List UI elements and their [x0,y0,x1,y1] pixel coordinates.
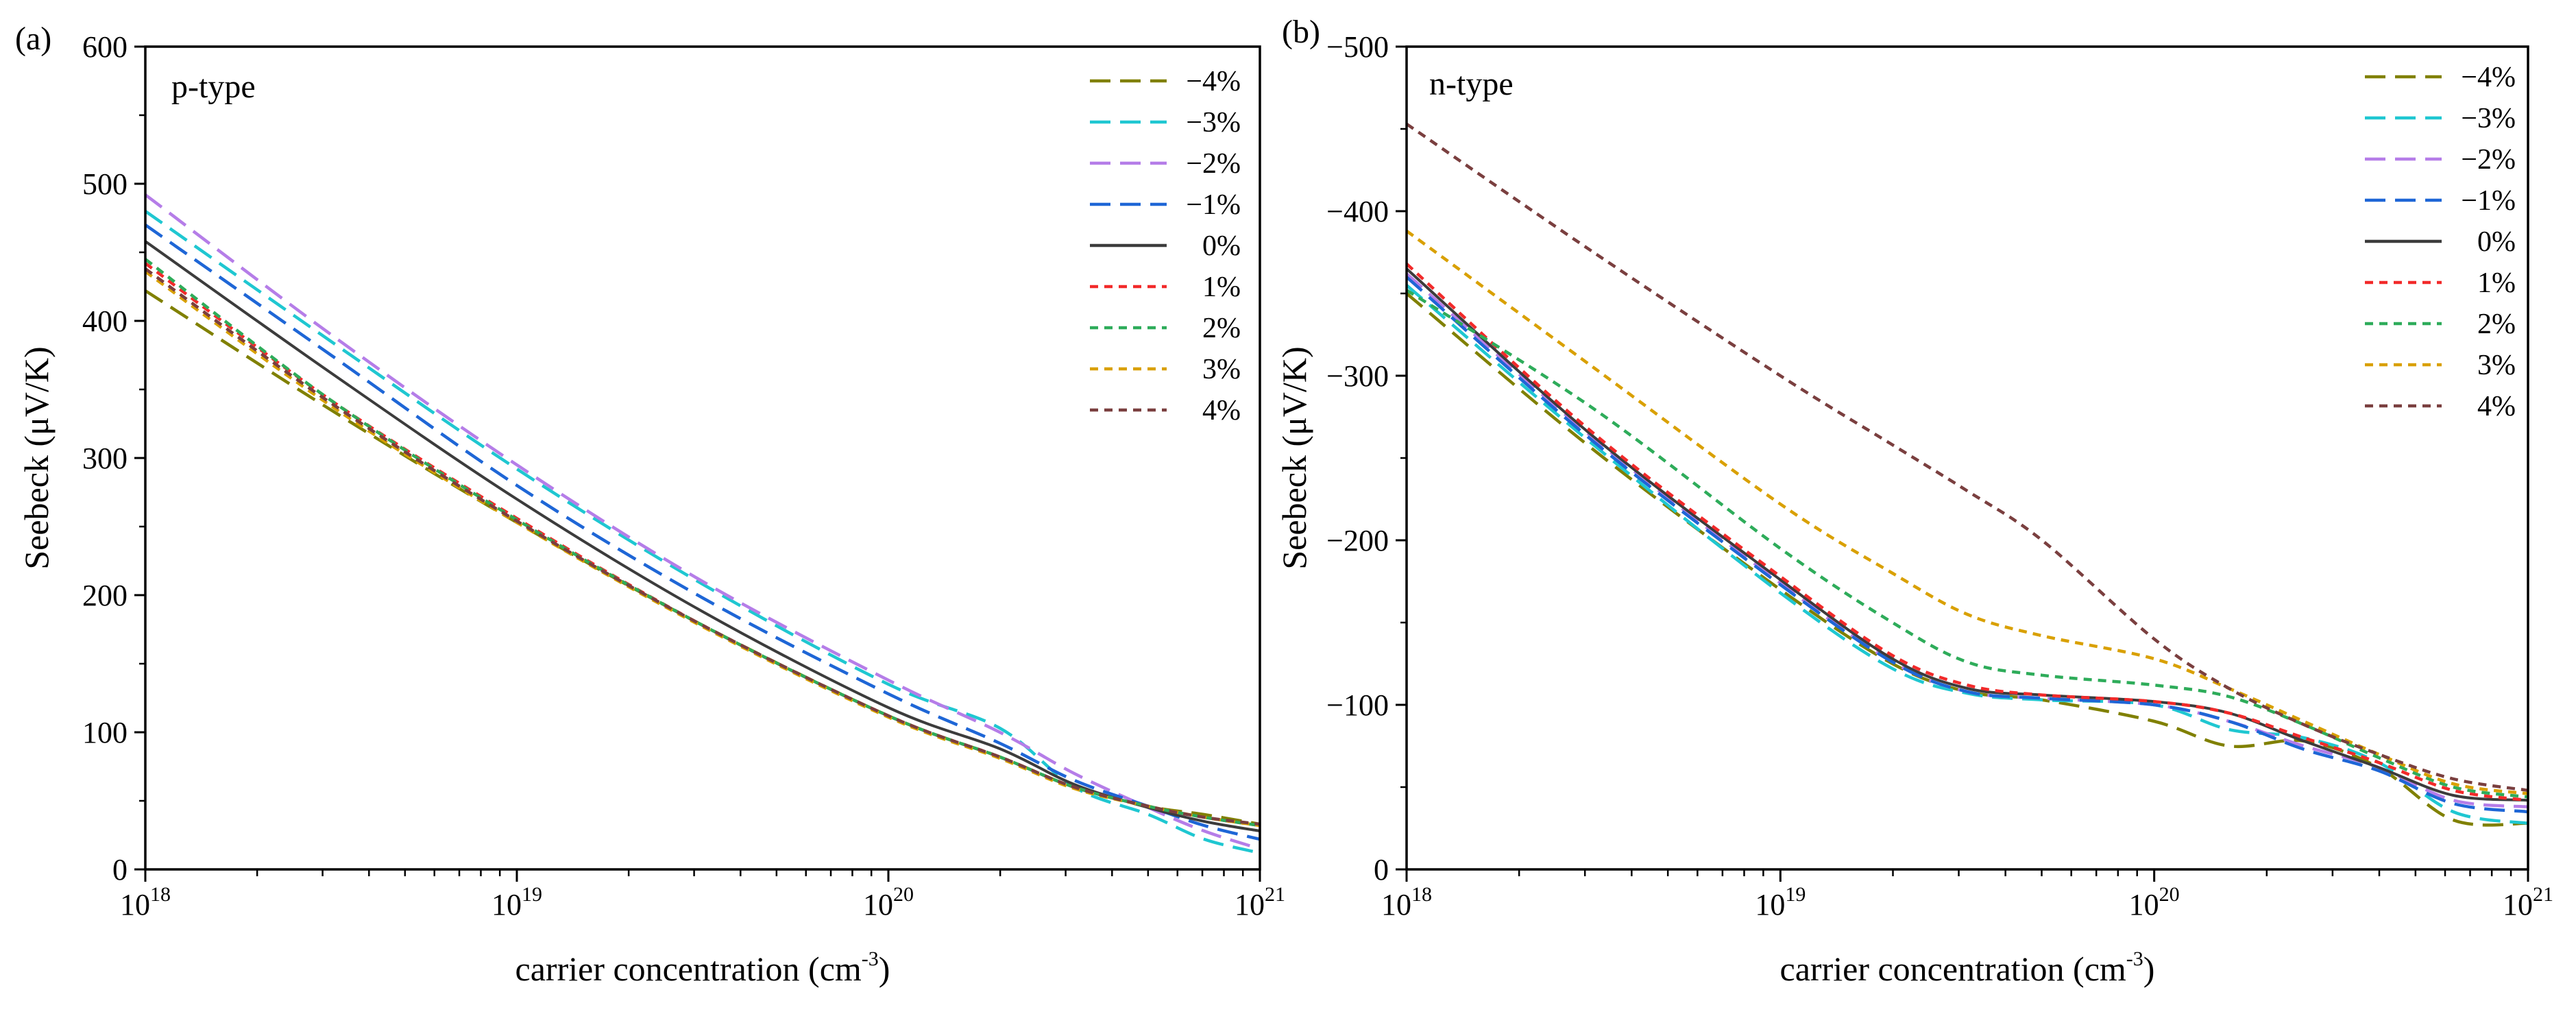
series-line-2pct [1407,289,2528,799]
series-line--4pct [145,289,1260,826]
axes-frame [144,45,1261,871]
series-line--2pct [145,193,1260,851]
y-tick-label: 200 [82,579,127,612]
y-axis-title: Seebeck (μV/K) [1275,346,1313,569]
legend-label: −3% [1186,107,1241,138]
series-line-0pct [145,240,1260,832]
y-tick-label: −300 [1326,359,1389,393]
legend-label: 2% [1202,313,1241,344]
x-tick-label: 1020 [863,883,914,921]
x-tick-label: 1021 [2503,883,2553,921]
y-tick-label: 600 [82,30,127,64]
legend-label: 1% [2477,267,2516,299]
x-axis-title: carrier concentration (cm-3) [1780,948,2155,988]
series-lines [145,193,1260,855]
panel-label: (a) [15,21,51,57]
series-line-4pct [1407,122,2528,793]
series-line-4pct [145,267,1260,826]
x-tick-label: 1020 [2129,883,2180,921]
legend-label: 3% [1202,354,1241,385]
series-line-1pct [145,262,1260,828]
x-tick-label: 1019 [491,883,542,921]
y-tick-label: 0 [112,853,127,887]
panel-label: (b) [1282,14,1320,50]
panel-b: 0 −100 −200 −300 −400 −500 1018 1019 1020 1021 car… [1275,14,2553,988]
y-tick-label: 0 [1374,853,1389,887]
y-tick-label: 100 [82,716,127,749]
inner-label: p-type [171,69,256,105]
legend-label: 0% [2477,226,2516,258]
series-lines [1407,122,2528,827]
series-line--1pct [1407,276,2528,814]
y-tick-label: 300 [82,442,127,475]
legend-label: 1% [1202,272,1241,303]
y-axis-title: Seebeck (μV/K) [17,346,56,569]
x-axis-title: carrier concentration (cm-3) [515,948,890,988]
y-tick-label: −100 [1326,688,1389,722]
legend-label: 2% [2477,309,2516,340]
legend-label: −1% [1186,189,1241,221]
y-tick-label: −500 [1326,30,1389,64]
legend-label: 0% [1202,230,1241,262]
legend-label: −4% [2461,62,2516,93]
series-line-3pct [145,270,1260,828]
x-tick-label: 1019 [1755,883,1806,921]
legend: −4% −3% −2% −1% 0% 1% 2% 3% 4% [2365,62,2516,422]
series-line--1pct [145,224,1260,841]
series-line-0pct [1407,267,2528,802]
inner-label: n-type [1429,66,1514,102]
y-tick-label: 400 [82,304,127,338]
legend-label: −4% [1186,66,1241,97]
series-line-3pct [1407,229,2528,795]
series-line-1pct [1407,263,2528,802]
legend-label: −2% [1186,148,1241,180]
series-line--3pct [145,210,1260,855]
y-tick-label: 500 [82,167,127,201]
legend-label: −2% [2461,144,2516,176]
x-tick-label: 1021 [1235,883,1285,921]
legend-label: 3% [2477,350,2516,381]
series-line--3pct [1407,284,2528,826]
x-tick-label: 1018 [1381,883,1432,921]
series-line-2pct [145,258,1260,828]
legend-label: 4% [1202,395,1241,426]
x-tick-label: 1018 [120,883,171,921]
legend-label: −3% [2461,103,2516,134]
panel-a: 0 100 200 300 400 500 600 1018 1019 1020 1021 carri… [15,21,1285,988]
legend: −4% −3% −2% −1% 0% 1% 2% 3% 4% [1090,66,1241,426]
legend-label: 4% [2477,391,2516,422]
y-tick-label: −200 [1326,524,1389,557]
legend-label: −1% [2461,185,2516,217]
y-tick-label: −400 [1326,195,1389,228]
